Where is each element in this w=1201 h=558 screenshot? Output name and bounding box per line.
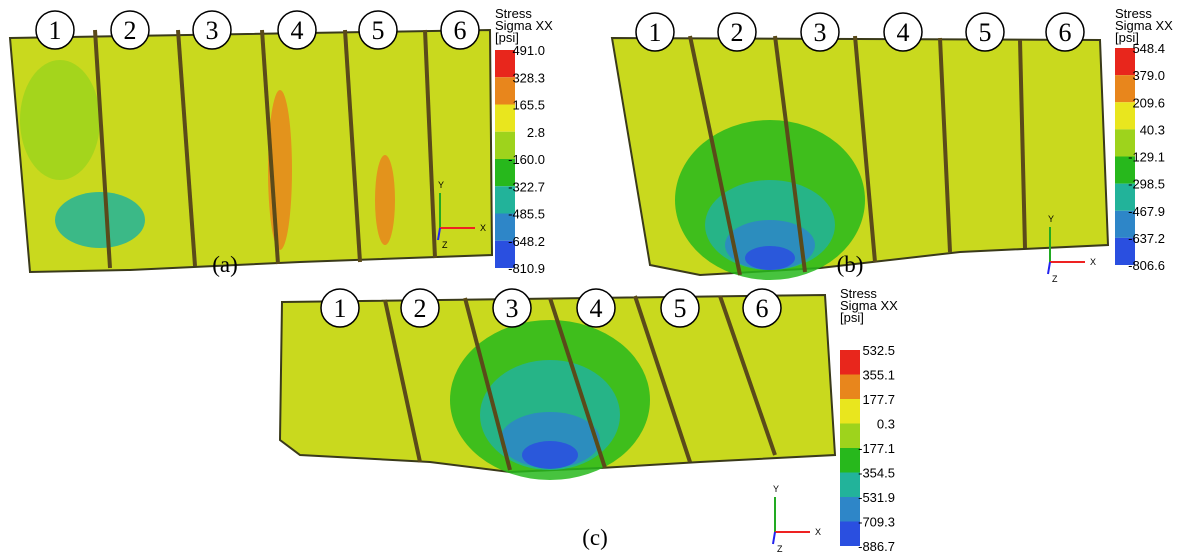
legend-value: -637.2 (1128, 231, 1165, 246)
legend-value: 177.7 (862, 392, 895, 407)
panel: 123456StressSigma XX[psi]548.4379.0209.6… (612, 6, 1173, 284)
plate-label: 2 (124, 16, 137, 45)
plate-label: 6 (756, 294, 769, 323)
figure: 123456StressSigma XX[psi]491.0328.3165.5… (0, 0, 1201, 558)
axis-z (773, 532, 775, 544)
legend-value: -177.1 (858, 441, 895, 456)
axis-label: X (1090, 257, 1096, 267)
legend-value: 548.4 (1132, 41, 1165, 56)
legend-value: 0.3 (877, 417, 895, 432)
legend-value: -886.7 (858, 539, 895, 554)
plate-label: 5 (979, 18, 992, 47)
legend-swatch (840, 424, 860, 449)
legend-value: -648.2 (508, 234, 545, 249)
legend-value: 532.5 (862, 343, 895, 358)
stress-contour (55, 192, 145, 248)
plate-label: 1 (49, 16, 62, 45)
legend-value: -531.9 (858, 490, 895, 505)
plate-label: 5 (372, 16, 385, 45)
axis-label: Z (777, 544, 783, 554)
legend-title: [psi] (840, 310, 864, 325)
legend-swatch (840, 522, 860, 547)
legend-value: 2.8 (527, 125, 545, 140)
axis-label: Z (442, 240, 448, 250)
legend-swatch (840, 375, 860, 400)
legend-value: -298.5 (1128, 177, 1165, 192)
stress-contour (745, 246, 795, 270)
plate-label: 6 (1059, 18, 1072, 47)
legend-swatch (840, 473, 860, 498)
legend-value: -467.9 (1128, 204, 1165, 219)
legend-value: -485.5 (508, 207, 545, 222)
plate-label: 1 (334, 294, 347, 323)
plate-label: 1 (649, 18, 662, 47)
plate-label: 4 (590, 294, 603, 323)
legend-value: -354.5 (858, 466, 895, 481)
plate-label: 6 (454, 16, 467, 45)
legend-swatch (840, 350, 860, 375)
legend-value: 40.3 (1140, 122, 1165, 137)
axis-label: Y (1048, 214, 1054, 224)
axis-label: X (815, 527, 821, 537)
legend-value: -322.7 (508, 179, 545, 194)
stress-contour (20, 60, 100, 180)
axis-label: X (480, 223, 486, 233)
legend-value: -810.9 (508, 261, 545, 276)
plate-label: 3 (814, 18, 827, 47)
page: 123456StressSigma XX[psi]491.0328.3165.5… (0, 0, 1201, 558)
panel-caption: (c) (582, 525, 608, 550)
plate-label: 5 (674, 294, 687, 323)
legend-swatch (840, 399, 860, 424)
axis-label: Z (1052, 274, 1058, 284)
plate-label: 2 (414, 294, 427, 323)
plate-label: 4 (897, 18, 910, 47)
legend-swatch (840, 497, 860, 522)
legend-value: -709.3 (858, 515, 895, 530)
plate-label: 2 (731, 18, 744, 47)
stress-contour (522, 441, 578, 469)
axis-z (1048, 262, 1050, 274)
legend-value: -129.1 (1128, 150, 1165, 165)
plate-label: 3 (506, 294, 519, 323)
legend-value: -806.6 (1128, 258, 1165, 273)
legend-swatch (840, 448, 860, 473)
panel-caption: (b) (837, 252, 864, 277)
legend-value: -160.0 (508, 152, 545, 167)
axis-label: Y (438, 180, 444, 190)
axis-label: Y (773, 484, 779, 494)
legend-value: 379.0 (1132, 68, 1165, 83)
legend-value: 209.6 (1132, 95, 1165, 110)
legend-value: 355.1 (862, 368, 895, 383)
legend-value: 328.3 (512, 70, 545, 85)
stress-contour (375, 155, 395, 245)
panel-caption: (a) (212, 252, 238, 277)
legend-value: 165.5 (512, 98, 545, 113)
plate-label: 3 (206, 16, 219, 45)
legend-value: 491.0 (512, 43, 545, 58)
plate-label: 4 (291, 16, 304, 45)
